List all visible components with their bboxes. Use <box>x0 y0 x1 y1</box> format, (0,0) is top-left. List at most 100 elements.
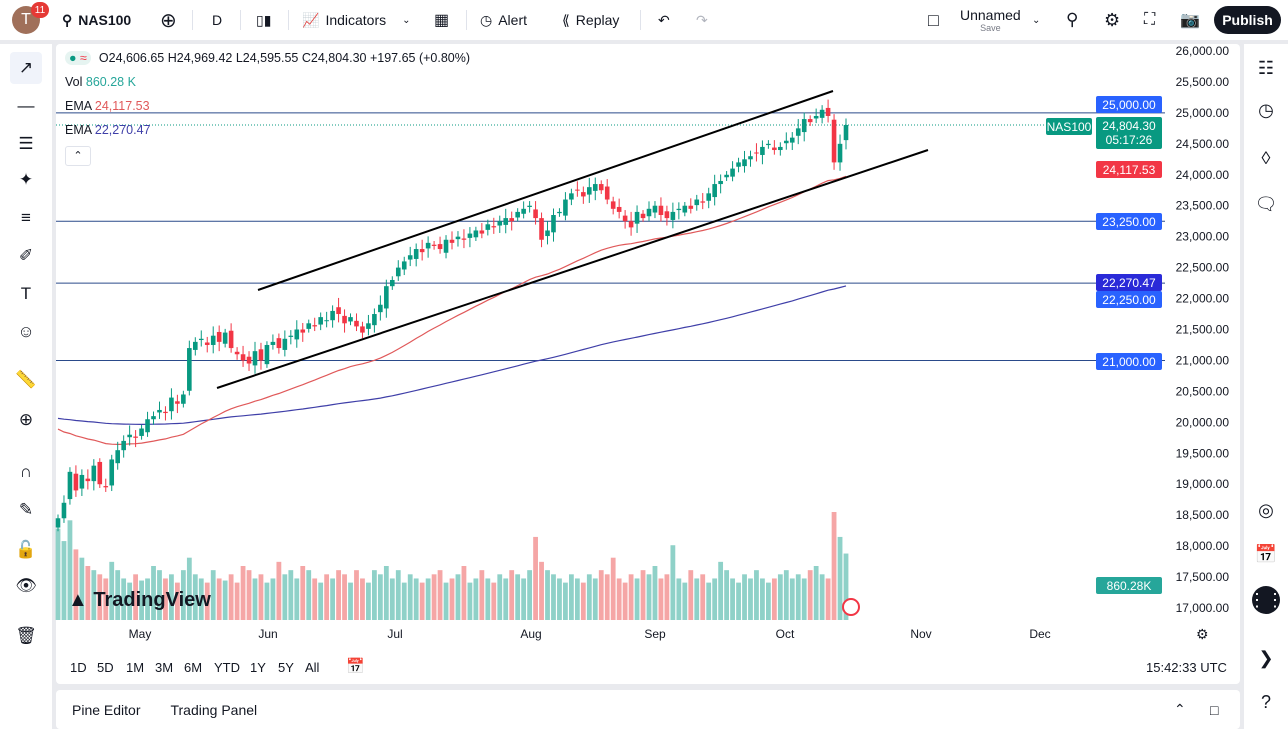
candle-body <box>228 330 234 349</box>
candle-body <box>240 354 246 361</box>
candle-body <box>730 168 735 177</box>
candle-body <box>330 310 335 321</box>
replay-button[interactable]: ⟪ Replay <box>562 11 620 29</box>
collapse-panel-button[interactable]: ⌃ <box>1174 701 1186 718</box>
volume-bar <box>383 566 389 620</box>
text-icon: T <box>20 284 32 303</box>
redo-button[interactable]: ↷ <box>696 0 708 40</box>
broadcast-button[interactable]: ❯ <box>1252 644 1280 672</box>
products-button[interactable]: ⋮⋮ <box>1248 586 1284 614</box>
interval-button[interactable]: D <box>212 12 223 28</box>
price-tick: 23,000.00 <box>1176 230 1230 244</box>
publish-button[interactable]: Publish <box>1214 6 1281 34</box>
layout-checkbox[interactable]: □ <box>928 0 939 40</box>
pattern-icon: ✦ <box>18 170 34 189</box>
brush-tool[interactable]: ✐ <box>10 240 42 272</box>
data-window-button[interactable]: ◊ <box>1252 144 1280 172</box>
level-badge-22250: 22,250.00 <box>1096 291 1162 308</box>
candle-body <box>342 315 347 324</box>
quick-search-button[interactable]: ⚲ <box>1066 0 1078 40</box>
lock-tool[interactable]: 🔓 <box>10 534 42 566</box>
volume-bar <box>455 574 461 620</box>
axis-settings-button[interactable]: ⚙ <box>1196 626 1209 643</box>
volume-bar <box>807 570 813 620</box>
volume-bar <box>115 570 121 620</box>
text-tool[interactable]: T <box>10 278 42 310</box>
candle-body <box>563 199 568 216</box>
candle-body <box>760 146 765 155</box>
magnet-tool[interactable]: ∩ <box>10 456 42 488</box>
calendar-button[interactable]: 📅 <box>1252 540 1280 568</box>
ideas-button[interactable]: ◎ <box>1252 496 1280 524</box>
watchlist-button[interactable]: ☷ <box>1252 54 1280 82</box>
candle-body <box>151 416 156 420</box>
settings-button[interactable]: ⚙ <box>1104 0 1120 40</box>
candle-body <box>437 244 443 250</box>
timeframe-all[interactable]: All <box>305 660 320 675</box>
volume-bar <box>527 570 533 620</box>
pattern-tool[interactable]: ✦ <box>10 164 42 196</box>
tab-pine-editor[interactable]: Pine Editor <box>72 701 141 718</box>
timeframe-5d[interactable]: 5D <box>97 660 114 675</box>
alerts-button[interactable]: ◷ <box>1252 96 1280 124</box>
candle-body <box>175 401 180 404</box>
maximize-panel-button[interactable]: □ <box>1210 702 1218 718</box>
alert-button[interactable]: ◷ Alert <box>480 11 528 29</box>
timeframe-1y[interactable]: 1Y <box>250 660 266 675</box>
layout-name-button[interactable]: Unnamed Save <box>960 7 1021 33</box>
delete-tool[interactable]: 🗑 <box>10 620 42 652</box>
volume-bar <box>586 574 592 620</box>
trend-line-tool[interactable]: — <box>10 90 42 122</box>
candle-body <box>557 211 562 214</box>
stay-drawing-tool[interactable]: ✎ <box>10 494 42 526</box>
snapshot-button[interactable]: 📷 <box>1180 0 1200 40</box>
price-tick: 24,000.00 <box>1176 168 1230 182</box>
compare-add-button[interactable]: ⊕ <box>160 0 177 40</box>
timeframe-1m[interactable]: 1M <box>126 660 145 675</box>
indicators-button[interactable]: 📈 Indicators ⌄ <box>302 11 411 29</box>
volume-bar <box>736 582 741 620</box>
right-sidebar: ☷ ◷ ◊ 🗨 ◎ 📅 ⋮⋮ ❯ ? <box>1244 44 1288 729</box>
timeframe-1d[interactable]: 1D <box>70 660 87 675</box>
timeframe-6m[interactable]: 6M <box>184 660 203 675</box>
ema-slow-badge: 22,270.47 <box>1096 274 1162 291</box>
chart-type-button[interactable]: ▯▮ <box>256 0 271 40</box>
price-tick: 26,000.00 <box>1176 44 1230 58</box>
candle-body <box>276 338 282 349</box>
templates-button[interactable]: ▦ <box>434 0 449 40</box>
undo-button[interactable]: ↶ <box>658 0 670 40</box>
emoji-tool[interactable]: ☺ <box>10 316 42 348</box>
hide-tool[interactable]: 👁 <box>10 570 42 602</box>
chevron-up-icon: ⌃ <box>73 150 83 162</box>
volume-bar <box>371 570 377 620</box>
magnet-icon: ∩ <box>19 462 33 481</box>
candle-body <box>103 486 109 488</box>
timeframe-3m[interactable]: 3M <box>155 660 174 675</box>
zoom-tool[interactable]: ⊕ <box>10 404 42 436</box>
volume-bar <box>270 578 276 620</box>
timeframe-ytd[interactable]: YTD <box>214 660 240 675</box>
tab-trading-panel[interactable]: Trading Panel <box>170 701 258 718</box>
candle-body <box>789 137 795 143</box>
forecast-tool[interactable]: ≡ <box>10 202 42 234</box>
collapse-legend-button[interactable]: ⌃ <box>65 146 91 166</box>
square-icon: □ <box>928 9 939 30</box>
search-icon: ⚲ <box>62 11 73 28</box>
volume-bar <box>79 557 85 620</box>
fib-tool[interactable]: ☰ <box>10 128 42 160</box>
candle-body <box>682 205 688 213</box>
measure-tool[interactable]: 📏 <box>10 364 42 396</box>
date-range-button[interactable]: 📅 <box>346 657 365 675</box>
fullscreen-button[interactable]: ⛶ <box>1144 0 1155 40</box>
clock[interactable]: 15:42:33 UTC <box>1146 660 1227 675</box>
candle-body <box>551 215 556 233</box>
chat-button[interactable]: 🗨 <box>1252 190 1280 218</box>
layout-menu-chevron[interactable]: ⌄ <box>1032 0 1040 40</box>
symbol-search[interactable]: ⚲ NAS100 <box>62 11 132 29</box>
help-button[interactable]: ? <box>1252 688 1280 716</box>
candle-body <box>521 208 526 214</box>
cursor-tool[interactable]: ↗ <box>10 52 42 84</box>
timeframe-5y[interactable]: 5Y <box>278 660 294 675</box>
candle-body <box>431 244 437 246</box>
